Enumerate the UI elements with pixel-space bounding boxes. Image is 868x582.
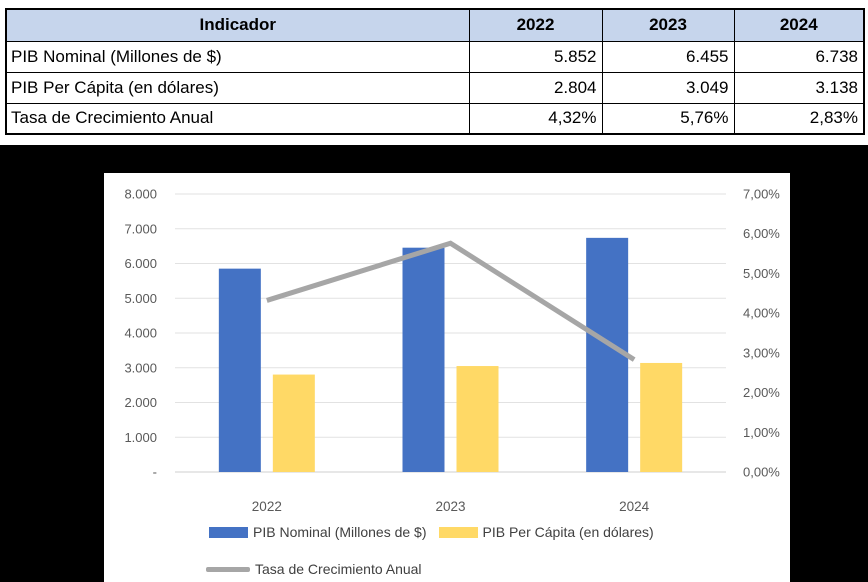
bar-pib-per-capita [640,362,683,472]
right-axis-label: 4,00% [743,306,780,321]
bar-pib-per-capita [272,374,315,472]
category-label: 2024 [619,499,650,514]
right-axis-label: 1,00% [743,425,780,440]
category-label: 2022 [252,499,282,514]
value-cell: 4,32% [468,102,603,135]
chart-backdrop: 8.000 7.000 6.000 5.000 4.000 3.000 2.000 1.000… [0,145,868,582]
left-axis-label: 8.000 [124,187,157,202]
legend-label-pib-nominal: PIB Nominal (Millones de $) [253,524,427,540]
right-axis-label: 5,00% [743,266,780,281]
row-label-pib-per-capita: PIB Per Cápita (en dólares) [5,71,470,104]
legend-label-pib-per-capita: PIB Per Cápita (en dólares) [482,524,654,540]
value-cell: 6.738 [733,40,865,73]
right-axis-label: 2,00% [743,385,780,400]
combo-chart: 8.000 7.000 6.000 5.000 4.000 3.000 2.000 1.000… [124,187,780,515]
table-row-tasa-crecimiento: Tasa de Crecimiento Anual 4,32% 5,76% 2,… [5,102,865,135]
header-cell-2022: 2022 [468,8,603,42]
table-row-pib-nominal: PIB Nominal (Millones de $) 5.852 6.455 … [5,40,865,73]
chart-legend-row-2: Tasa de Crecimiento Anual [206,561,422,577]
left-axis-label: 2.000 [124,395,157,410]
right-axis-label: 6,00% [743,226,780,241]
left-axis-label: 1.000 [124,430,157,445]
left-axis-label: 6.000 [124,256,157,271]
row-label-pib-nominal: PIB Nominal (Millones de $) [5,40,470,73]
left-axis-label: 5.000 [124,291,157,306]
category-label: 2023 [435,499,465,514]
indicator-table: Indicador 2022 2023 2024 PIB Nominal (Mi… [5,8,865,135]
value-cell: 3.049 [601,71,735,104]
bar-pib-nominal [402,247,445,472]
legend-swatch-pib-nominal [209,526,248,538]
legend-swatch-pib-per-capita [438,526,478,538]
left-axis-label: 4.000 [124,326,157,341]
value-cell: 3.138 [733,71,865,104]
value-cell: 6.455 [601,40,735,73]
header-cell-2024: 2024 [733,8,865,42]
bar-pib-per-capita [456,366,499,472]
header-cell-indicador: Indicador [5,8,470,42]
value-cell: 2,83% [733,102,865,135]
value-cell: 5,76% [601,102,735,135]
growth-line [266,240,636,362]
right-axis-label: 7,00% [743,187,780,202]
table-header-row: Indicador 2022 2023 2024 [5,8,865,42]
left-axis-label: - [153,465,157,480]
header-cell-2023: 2023 [601,8,735,42]
legend-swatch-tasa-crecimiento [206,566,250,572]
bar-pib-nominal [218,268,261,472]
table-row-pib-per-capita: PIB Per Cápita (en dólares) 2.804 3.049 … [5,71,865,104]
chart-panel: 8.000 7.000 6.000 5.000 4.000 3.000 2.000 1.000… [104,173,790,582]
right-axis-label: 0,00% [743,465,780,480]
left-axis-label: 3.000 [124,360,157,375]
right-axis-label: 3,00% [743,345,780,360]
left-axis-label: 7.000 [124,221,157,236]
legend-label-tasa-crecimiento: Tasa de Crecimiento Anual [255,561,422,577]
bar-pib-nominal [586,237,629,472]
value-cell: 2.804 [468,71,603,104]
chart-legend-row-1: PIB Nominal (Millones de $) PIB Per Cápi… [209,524,654,540]
row-label-tasa-crecimiento: Tasa de Crecimiento Anual [5,102,470,135]
value-cell: 5.852 [468,40,603,73]
